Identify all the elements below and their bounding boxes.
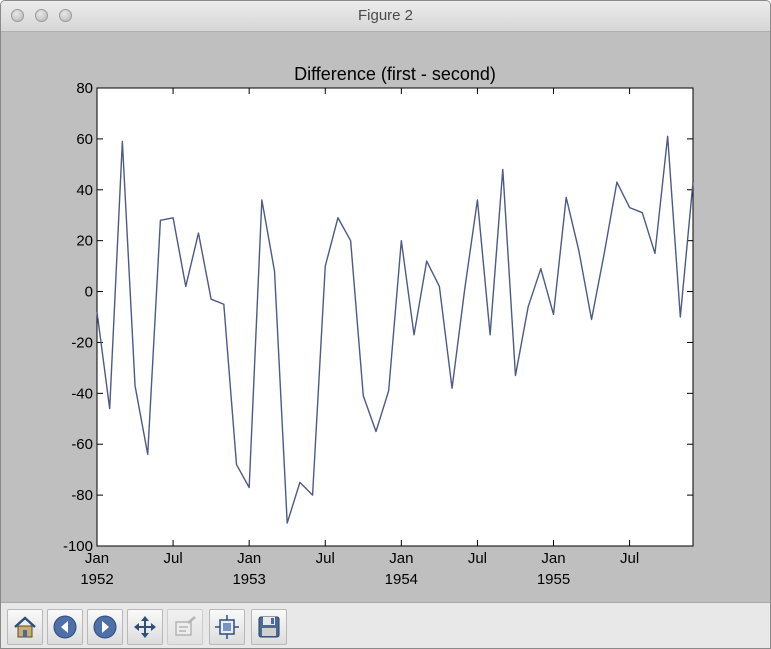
x-tick-label: Jul [468,550,487,567]
y-tick-label: 80 [76,80,93,97]
arrow-left-icon [53,615,77,639]
home-icon [14,616,36,638]
y-tick-label: -20 [71,334,93,351]
zoom-button[interactable] [167,609,203,645]
x-tick-year-label: 1953 [232,571,265,588]
save-button[interactable] [251,609,287,645]
x-tick-year-label: 1955 [537,571,570,588]
y-tick-label: 40 [76,182,93,199]
zoom-rect-icon [175,616,196,636]
home-button[interactable] [7,609,43,645]
x-tick-label: Jan [389,550,413,567]
x-tick-label: Jan [85,550,109,567]
y-axis: 80 60 40 20 0 -20 -40 -60 -80 -100 [63,80,693,555]
line-chart: Difference (first - second) 80 60 40 20 0 -20… [63,64,694,588]
x-axis: Jan 1952 Jul Jan 1953 Jul Jan 1954 Jul Jan 1955 Jul [80,88,639,588]
y-tick-label: -60 [71,436,93,453]
y-tick-label: -100 [63,538,93,555]
pan-button[interactable] [127,609,163,645]
y-tick-label: -80 [71,487,93,504]
y-tick-label: 0 [85,284,93,301]
navigation-toolbar [1,602,770,648]
title-bar: Figure 2 [1,1,770,32]
x-tick-year-label: 1954 [385,571,418,588]
move-icon [134,616,156,638]
subplots-icon [215,615,239,639]
y-tick-label: -40 [71,385,93,402]
chart-title: Difference (first - second) [294,64,496,84]
back-button[interactable] [47,609,83,645]
series-line [96,135,694,524]
minimize-window-button[interactable] [35,9,48,22]
plot-area [96,87,694,547]
zoom-window-button[interactable] [59,9,72,22]
x-tick-label: Jul [163,550,182,567]
x-tick-label: Jul [620,550,639,567]
series-group [96,135,694,524]
floppy-disk-icon [258,616,280,638]
x-tick-label: Jan [237,550,261,567]
forward-button[interactable] [87,609,123,645]
arrow-right-icon [93,615,117,639]
y-tick-label: 20 [76,233,93,250]
window-title: Figure 2 [357,7,414,24]
figure-canvas[interactable]: Difference (first - second) 80 60 40 20 0 -20… [1,32,770,602]
y-tick-label: 60 [76,131,93,148]
close-window-button[interactable] [11,9,24,22]
x-tick-label: Jan [541,550,565,567]
x-tick-label: Jul [316,550,335,567]
x-tick-year-label: 1952 [80,571,113,588]
configure-subplots-button[interactable] [209,609,245,645]
